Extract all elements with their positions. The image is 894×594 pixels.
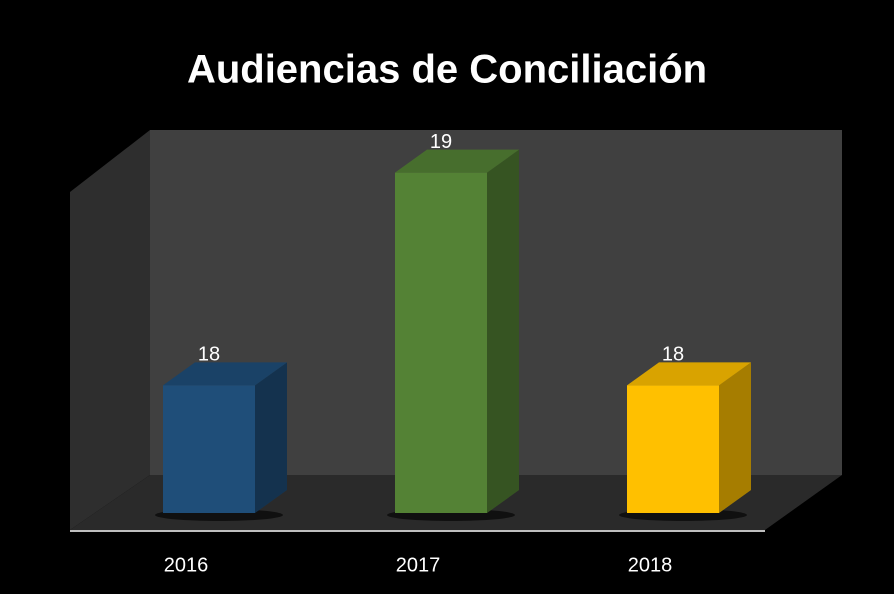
- x-tick-label: 2016: [164, 554, 209, 576]
- bar-side-shade: [719, 362, 751, 513]
- data-label: 19: [430, 131, 452, 153]
- bar-top: [627, 362, 751, 386]
- bar-top: [395, 149, 519, 173]
- x-tick-label: 2017: [396, 554, 441, 576]
- bar-side-shade: [255, 362, 287, 513]
- chart-title: Audiencias de Conciliación: [187, 48, 707, 92]
- bar: [627, 385, 719, 513]
- bar-side: [255, 362, 287, 513]
- bar-top-shade: [395, 149, 519, 173]
- data-label: 18: [198, 344, 220, 366]
- bar-side: [487, 149, 519, 514]
- bar-side: [719, 362, 751, 513]
- bar-top: [163, 362, 287, 386]
- bar-top-shade: [627, 362, 751, 386]
- bar-top-shade: [163, 362, 287, 386]
- data-label: 18: [662, 344, 684, 366]
- bar: [163, 385, 255, 513]
- x-tick-label: 2018: [628, 554, 673, 576]
- left-wall: [70, 130, 150, 530]
- bar: [395, 172, 487, 514]
- bar-side-shade: [487, 149, 519, 514]
